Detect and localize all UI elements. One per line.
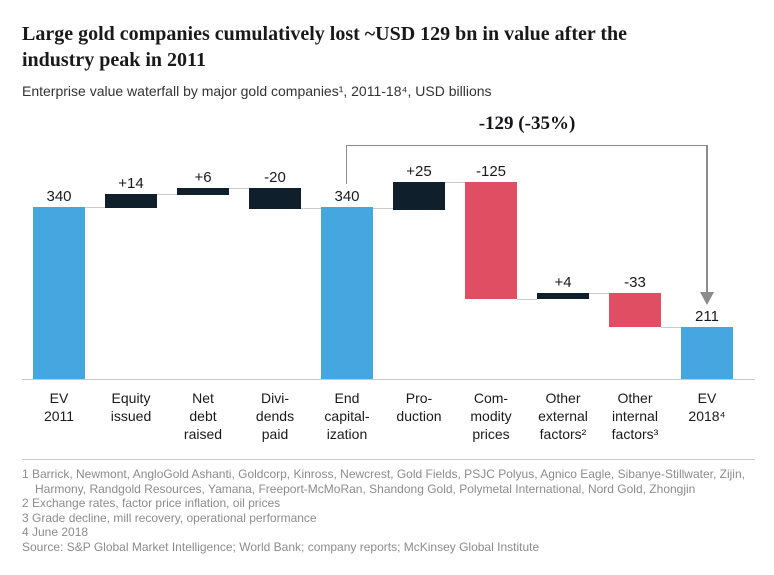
title-line-2: industry peak in 2011 xyxy=(22,49,206,72)
category-label-commodity-prices: Com-modity prices xyxy=(470,390,512,442)
chart-subtitle: Enterprise value waterfall by major gold… xyxy=(22,83,492,99)
bar-value-label-other-external-factors: +4 xyxy=(554,274,572,291)
footnote-2: 2 Exchange rates, factor price inflation… xyxy=(22,496,281,511)
category-label-end-capitalization: End capital-ization xyxy=(324,390,370,442)
connector-line xyxy=(229,188,249,189)
bar-value-label-end-capitalization: 340 xyxy=(334,188,360,205)
bar-ev-2018 xyxy=(681,327,733,379)
bar-commodity-prices xyxy=(465,182,517,299)
bar-value-label-commodity-prices: -125 xyxy=(475,163,507,180)
bar-other-internal-factors xyxy=(609,293,661,327)
bar-value-label-other-internal-factors: -33 xyxy=(624,274,646,291)
bar-equity-issued xyxy=(105,194,157,208)
footnotes-block: 1 Barrick, Newmont, AngloGold Ashanti, G… xyxy=(22,467,748,555)
connector-line xyxy=(373,208,393,209)
connector-line xyxy=(157,194,177,195)
connector-line xyxy=(445,182,465,183)
title-line-1: Large gold companies cumulatively lost ~… xyxy=(22,23,628,46)
bar-value-label-ev-2011: 340 xyxy=(46,188,72,205)
category-label-net-debt-raised: Net debt raised xyxy=(183,390,223,442)
bar-other-external-factors xyxy=(537,293,589,299)
connector-line xyxy=(301,208,321,209)
loss-annotation-label: -129 (-35%) xyxy=(478,113,576,134)
bar-value-label-dividends-paid: -20 xyxy=(264,169,286,186)
category-label-equity-issued: Equity issued xyxy=(110,390,152,424)
category-label-other-internal-factors: Other internal factors³ xyxy=(611,390,659,442)
category-label-dividends-paid: Divi-dends paid xyxy=(255,390,295,442)
arrow-down-icon xyxy=(700,292,714,305)
bar-dividends-paid xyxy=(249,188,301,209)
bar-ev-2011 xyxy=(33,207,85,379)
bar-value-label-equity-issued: +14 xyxy=(118,175,144,192)
bar-value-label-production: +25 xyxy=(406,163,432,180)
bar-net-debt-raised xyxy=(177,188,229,195)
connector-line xyxy=(589,293,609,294)
source-line: Source: S&P Global Market Intelligence; … xyxy=(22,539,540,554)
x-axis-line xyxy=(22,379,755,380)
footnote-1: 1 Barrick, Newmont, AngloGold Ashanti, G… xyxy=(22,467,745,496)
bar-end-capitalization xyxy=(321,207,373,379)
category-label-ev-2018: EV 2018⁴ xyxy=(688,390,726,424)
bar-value-label-ev-2018: 211 xyxy=(695,308,719,325)
footnote-4: 4 June 2018 xyxy=(22,525,89,540)
bracket-horizontal-line xyxy=(346,145,707,146)
category-label-production: Pro-duction xyxy=(396,390,442,424)
bracket-arrow-line xyxy=(706,145,708,293)
bar-production xyxy=(393,182,445,210)
bracket-left-line xyxy=(346,145,347,184)
page-title: Large gold companies cumulatively lost ~… xyxy=(22,21,662,73)
footer-divider xyxy=(22,459,755,460)
connector-line xyxy=(661,327,681,328)
category-label-ev-2011: EV 2011 xyxy=(43,390,75,424)
connector-line xyxy=(517,299,537,300)
footnote-3: 3 Grade decline, mill recovery, operatio… xyxy=(22,510,317,525)
category-label-other-external-factors: Other external factors² xyxy=(538,390,588,442)
connector-line xyxy=(85,207,105,208)
bar-value-label-net-debt-raised: +6 xyxy=(194,169,212,186)
